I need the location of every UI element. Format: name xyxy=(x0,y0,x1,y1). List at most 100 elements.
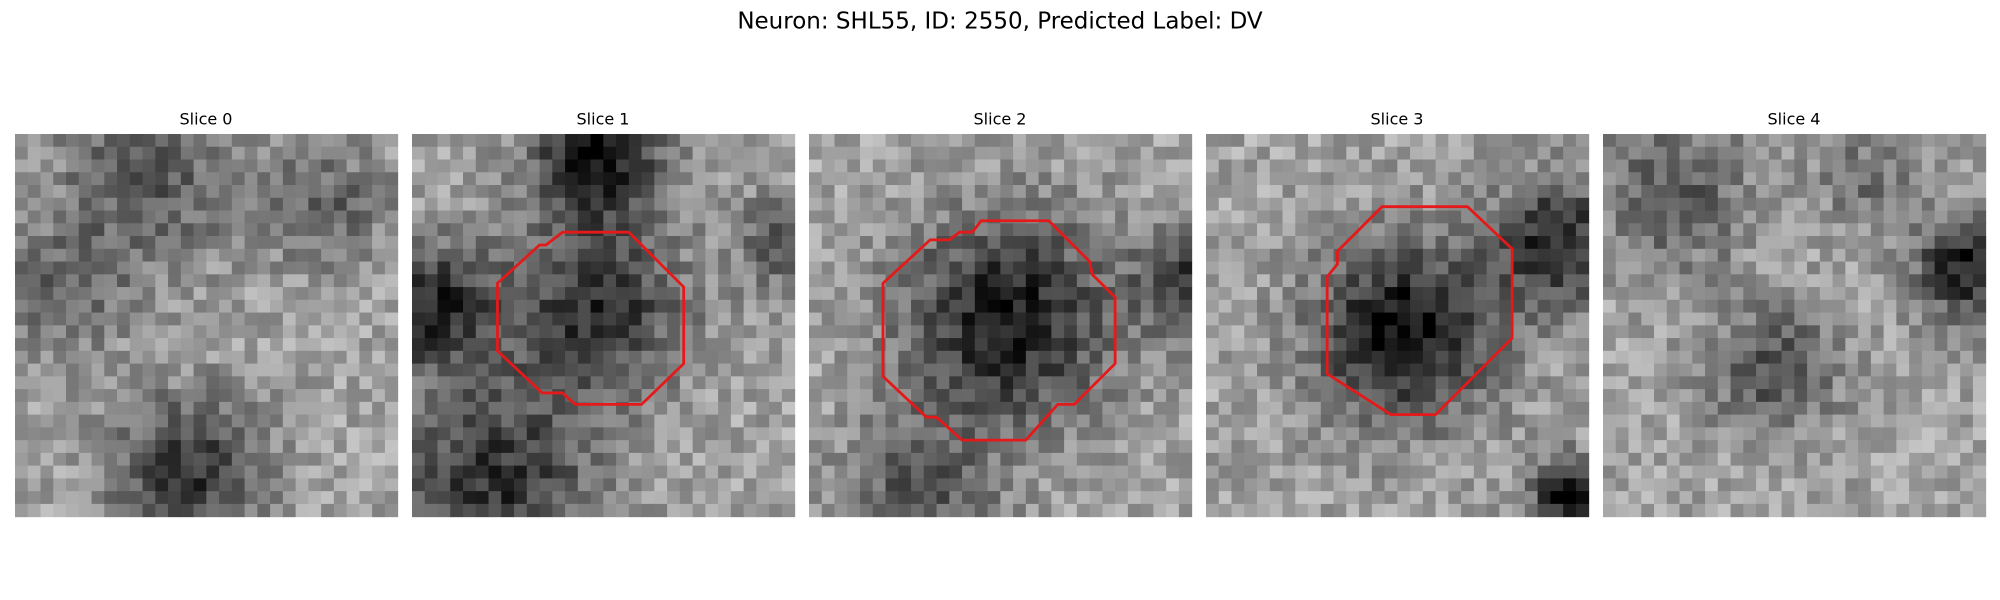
pixel xyxy=(1692,134,1706,148)
pixel xyxy=(1076,261,1091,275)
pixel xyxy=(769,363,783,377)
pixel xyxy=(1896,414,1910,428)
pixel xyxy=(847,223,861,237)
pixel xyxy=(1308,134,1322,148)
pixel xyxy=(1512,274,1526,288)
pixel xyxy=(987,146,1001,161)
pixel xyxy=(1819,261,1834,275)
pixel xyxy=(295,210,309,224)
pixel xyxy=(1153,223,1167,237)
pixel xyxy=(488,223,502,237)
pixel xyxy=(475,197,490,212)
pixel xyxy=(1257,350,1271,365)
pixel xyxy=(705,465,719,479)
pixel xyxy=(1295,427,1309,441)
pixel xyxy=(244,503,258,518)
pixel xyxy=(1909,223,1923,237)
pixel xyxy=(1743,197,1757,212)
pixel xyxy=(834,478,848,492)
pixel xyxy=(590,427,604,441)
pixel xyxy=(821,312,836,326)
pixel xyxy=(412,299,426,314)
pixel xyxy=(1115,274,1129,288)
pixel xyxy=(1486,248,1500,263)
pixel xyxy=(1730,185,1744,199)
pixel xyxy=(1537,478,1551,492)
pixel xyxy=(1178,401,1193,416)
pixel xyxy=(1934,299,1948,314)
pixel xyxy=(1679,350,1693,365)
pixel xyxy=(1807,312,1821,326)
pixel xyxy=(692,465,706,479)
pixel xyxy=(450,325,464,339)
pixel xyxy=(1244,465,1258,479)
pixel xyxy=(104,146,118,161)
pixel xyxy=(1000,197,1014,212)
pixel xyxy=(1603,172,1617,186)
pixel xyxy=(1603,159,1617,173)
pixel xyxy=(412,440,426,454)
pixel xyxy=(1486,363,1500,377)
pixel xyxy=(1422,414,1437,428)
pixel xyxy=(1140,185,1154,199)
pixel xyxy=(1051,376,1065,390)
pixel xyxy=(1127,376,1142,390)
pixel xyxy=(78,363,93,377)
pixel xyxy=(104,427,118,441)
pixel xyxy=(552,159,566,173)
pixel xyxy=(1140,376,1154,390)
pixel xyxy=(1127,248,1142,263)
pixel xyxy=(1654,363,1668,377)
pixel xyxy=(66,185,80,199)
pixel xyxy=(142,350,156,365)
pixel xyxy=(53,363,67,377)
pixel xyxy=(333,350,348,365)
pixel xyxy=(1550,350,1564,365)
pixel xyxy=(1178,210,1193,224)
pixel xyxy=(424,465,439,479)
pixel xyxy=(1730,248,1744,263)
pixel xyxy=(834,401,848,416)
pixel xyxy=(705,134,719,148)
pixel xyxy=(526,197,541,212)
pixel xyxy=(193,338,207,352)
pixel xyxy=(1089,172,1103,186)
pixel xyxy=(1537,414,1551,428)
pixel xyxy=(1244,274,1258,288)
pixel xyxy=(308,236,322,250)
pixel xyxy=(1000,401,1014,416)
pixel xyxy=(1692,312,1706,326)
pixel xyxy=(1654,503,1668,518)
pixel xyxy=(219,440,233,454)
pixel xyxy=(1025,299,1040,314)
pixel xyxy=(1807,261,1821,275)
pixel xyxy=(91,325,105,339)
pixel xyxy=(193,299,207,314)
pixel xyxy=(1947,465,1961,479)
pixel xyxy=(437,452,451,467)
pixel xyxy=(1166,274,1180,288)
pixel xyxy=(1896,299,1910,314)
pixel xyxy=(1371,440,1386,454)
pixel xyxy=(129,236,144,250)
pixel xyxy=(1127,274,1142,288)
pixel xyxy=(129,376,144,390)
pixel xyxy=(1756,389,1770,403)
pixel xyxy=(1333,325,1347,339)
pixel xyxy=(539,427,553,441)
pixel xyxy=(424,236,439,250)
pixel xyxy=(667,452,681,467)
pixel xyxy=(1371,376,1386,390)
pixel xyxy=(1641,376,1655,390)
pixel xyxy=(15,465,29,479)
pixel xyxy=(1934,350,1948,365)
pixel xyxy=(1359,248,1373,263)
pixel xyxy=(1282,427,1296,441)
pixel xyxy=(1448,478,1462,492)
pixel xyxy=(1512,376,1526,390)
pixel xyxy=(206,299,220,314)
pixel xyxy=(1794,465,1808,479)
pixel xyxy=(1397,389,1411,403)
pixel xyxy=(1410,414,1424,428)
pixel xyxy=(384,338,399,352)
